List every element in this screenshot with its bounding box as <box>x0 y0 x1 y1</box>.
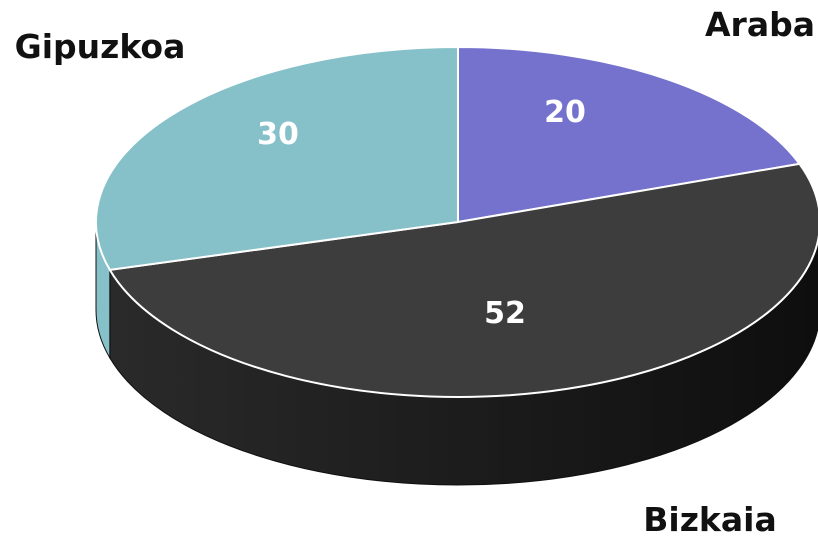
slice-gipuzkoa <box>95 46 459 271</box>
slice-bizkaia <box>108 162 818 398</box>
category-label-bizkaia: Bizkaia <box>643 500 776 537</box>
slice-value-label-araba: 20 <box>544 95 586 130</box>
slice-value-label-bizkaia: 52 <box>484 296 526 331</box>
pie-slices <box>95 46 818 398</box>
slice-value-label-gipuzkoa: 30 <box>257 117 299 152</box>
category-label-araba: Araba <box>705 5 815 44</box>
category-label-gipuzkoa: Gipuzkoa <box>15 27 186 66</box>
